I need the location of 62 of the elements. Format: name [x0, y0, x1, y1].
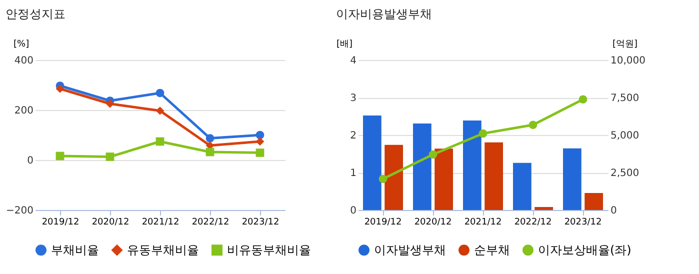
point [106, 152, 114, 161]
x-tick-label: 2020/12 [92, 218, 130, 228]
point [256, 148, 264, 157]
y-tick-label: 0 [350, 206, 356, 216]
x-tick-label: 2022/12 [514, 218, 552, 228]
y-tick-label: 3 [350, 93, 356, 104]
point [56, 84, 64, 93]
y-tick-label: 1 [350, 168, 356, 179]
point [156, 106, 164, 115]
legend-label: 순부채 [474, 243, 510, 258]
x-tick-label: 2020/12 [414, 218, 452, 228]
legend-label: 유동부채비율 [127, 243, 199, 258]
bar [363, 116, 382, 210]
bar [413, 123, 432, 210]
bar [584, 193, 603, 210]
legend-label: 비유동부채비율 [227, 243, 311, 258]
y-tick-label: 200 [14, 106, 34, 116]
y-axis-title: [%] [14, 40, 30, 50]
y2-tick-label: 5,000 [610, 130, 640, 142]
bar [513, 162, 532, 210]
bar [384, 144, 403, 210]
y2-tick-label: 10,000 [610, 56, 646, 66]
bar [484, 142, 503, 210]
chart-title: 안정성지표 [6, 7, 66, 21]
y-tick-label: −200 [6, 206, 34, 216]
y-tick-label: 400 [14, 56, 34, 66]
y-tick-label: 4 [350, 56, 356, 66]
y2-tick-label: 0 [610, 206, 617, 216]
point [256, 137, 264, 146]
y-axis-title: [배] [336, 40, 353, 50]
bar [434, 148, 453, 210]
point [156, 88, 164, 98]
point [206, 148, 214, 156]
bar [563, 148, 582, 210]
point [56, 152, 64, 160]
point [478, 129, 488, 138]
x-tick-label: 2023/12 [564, 218, 602, 228]
x-tick-label: 2021/12 [464, 218, 502, 228]
bar [463, 120, 482, 210]
bar [534, 207, 553, 210]
point [428, 150, 438, 159]
point [106, 100, 114, 108]
x-tick-label: 2022/12 [192, 218, 230, 228]
y2-tick-label: 2,500 [610, 168, 640, 179]
point [156, 137, 164, 146]
chart-title: 이자비용발생부채 [336, 7, 432, 21]
x-tick-label: 2019/12 [42, 218, 80, 228]
y2-axis-title: [억원] [612, 40, 638, 50]
y2-tick-label: 7,500 [610, 93, 640, 104]
point [378, 174, 388, 184]
point [528, 120, 538, 130]
y-tick-label: 2 [350, 130, 356, 142]
y-tick-label: 0 [27, 156, 34, 166]
legend-label: 이자보상배율(좌) [538, 243, 632, 258]
legend-label: 부채비율 [51, 243, 99, 258]
point [206, 134, 214, 142]
x-tick-label: 2019/12 [364, 218, 402, 228]
point [578, 95, 588, 104]
point [256, 130, 264, 140]
x-tick-label: 2021/12 [142, 218, 180, 228]
x-tick-label: 2023/12 [242, 218, 280, 228]
legend-label: 이자발생부채 [374, 243, 446, 258]
